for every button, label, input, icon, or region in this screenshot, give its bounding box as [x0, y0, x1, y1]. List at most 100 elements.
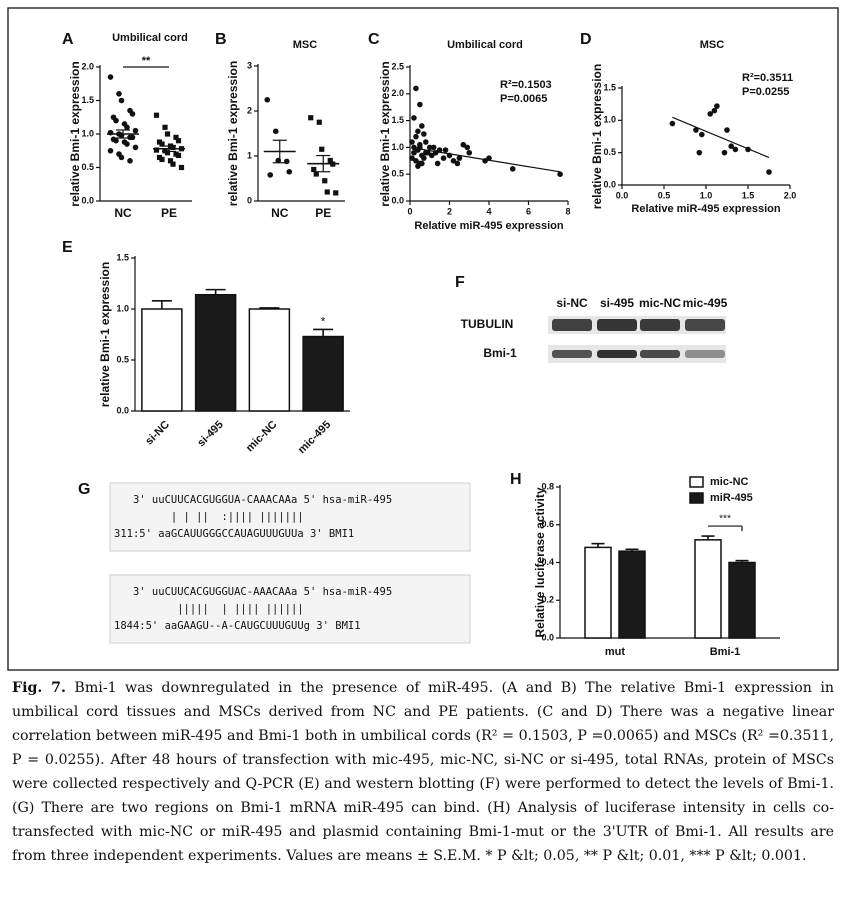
- blot-band: [552, 350, 592, 358]
- y-tick-label: 1.0: [116, 303, 129, 313]
- panel-title: MSC: [293, 39, 318, 51]
- y-tick-label: 0.0: [541, 632, 554, 642]
- data-point: [699, 131, 705, 138]
- data-point: [264, 96, 271, 103]
- data-point: [430, 144, 437, 151]
- significance-label: **: [142, 55, 151, 67]
- data-point: [175, 152, 182, 159]
- data-point: [118, 154, 125, 161]
- panel-title: Umbilical cord: [447, 39, 523, 51]
- bar: [302, 335, 344, 412]
- y-axis-label: relative Bmi-1 expression: [226, 61, 240, 206]
- lane-label: mic-495: [683, 296, 728, 310]
- data-point: [162, 124, 168, 130]
- data-point: [466, 149, 473, 156]
- data-point: [333, 190, 339, 196]
- data-point: [411, 144, 417, 151]
- y-tick-label: 0.5: [603, 147, 616, 157]
- x-tick-label: 0.5: [658, 190, 671, 200]
- data-point: [415, 128, 421, 135]
- data-point: [423, 139, 429, 145]
- data-point: [428, 152, 435, 159]
- significance-label: ***: [719, 514, 731, 525]
- y-tick-label: 0.6: [541, 519, 554, 529]
- x-tick-label: 2: [447, 206, 452, 216]
- data-point: [113, 117, 119, 124]
- data-point: [557, 171, 563, 177]
- data-point: [421, 131, 427, 137]
- panel-label: H: [510, 471, 522, 488]
- data-point: [440, 155, 447, 161]
- data-point: [153, 147, 160, 153]
- alignment-line: 311:5' aaGCAUUGGGCCAUAGUUUGUUa 3' BMI1: [114, 528, 354, 540]
- data-point: [159, 156, 165, 163]
- x-tick-label: 1.5: [742, 190, 755, 200]
- data-point: [308, 115, 314, 121]
- data-point: [113, 137, 119, 144]
- data-point: [129, 134, 136, 141]
- panel-title: MSC: [700, 39, 725, 51]
- data-point: [450, 158, 457, 164]
- data-point: [283, 158, 290, 165]
- data-point: [417, 141, 423, 148]
- stat-annotation: R²=0.3511: [742, 72, 793, 84]
- data-point: [728, 143, 734, 149]
- y-tick-label: 1.5: [603, 82, 616, 92]
- y-tick-label: 1.5: [391, 115, 404, 125]
- y-tick-label: 1.0: [391, 142, 404, 152]
- stat-annotation: P=0.0255: [742, 86, 789, 98]
- data-point: [411, 149, 417, 156]
- x-tick-label: 1.0: [700, 190, 713, 200]
- alignment-line: ||||| | |||| ||||||: [114, 603, 304, 615]
- x-tick-label: NC: [114, 206, 132, 220]
- y-axis-label: Relative luciferase activity: [533, 487, 547, 637]
- data-point: [170, 144, 176, 150]
- y-tick-label: 2.0: [81, 61, 94, 71]
- data-point: [164, 131, 171, 137]
- y-tick-label: 2.5: [391, 61, 404, 71]
- data-point: [411, 115, 417, 121]
- data-point: [696, 149, 703, 156]
- data-point: [421, 155, 427, 161]
- data-point: [311, 166, 317, 173]
- data-point: [313, 171, 319, 177]
- data-point: [124, 141, 130, 147]
- x-tick-label: 2.0: [784, 190, 797, 200]
- fit-line: [672, 116, 770, 159]
- x-tick-label: 8: [565, 206, 570, 216]
- data-point: [413, 133, 419, 140]
- data-point: [175, 138, 182, 144]
- alignment-line: | | || :|||| |||||||: [114, 511, 304, 523]
- data-point: [327, 157, 333, 164]
- data-point: [118, 97, 125, 104]
- y-tick-label: 1.0: [81, 128, 94, 138]
- data-point: [442, 147, 449, 153]
- x-axis-label: Relative miR-495 expression: [414, 220, 563, 232]
- panel-label: E: [62, 239, 73, 256]
- data-point: [153, 112, 160, 118]
- data-point: [159, 141, 165, 147]
- x-tick-label: 0.0: [616, 190, 629, 200]
- data-point: [711, 107, 718, 114]
- y-tick-label: 0.2: [541, 595, 554, 605]
- panel-label: B: [215, 31, 227, 48]
- data-point: [409, 139, 415, 145]
- alignment-line: 3' uuCUUCACGUGGUA-CAAACAAa 5' hsa-miR-49…: [114, 494, 392, 506]
- panel-title: Umbilical cord: [112, 32, 188, 44]
- x-tick-label: PE: [315, 206, 331, 220]
- data-point: [426, 144, 433, 151]
- caption-label: Fig. 7.: [12, 680, 66, 696]
- y-tick-label: 1.5: [116, 252, 129, 262]
- bar: [694, 539, 722, 639]
- data-point: [124, 124, 130, 131]
- row-label: Bmi-1: [483, 346, 517, 360]
- y-tick-label: 1: [247, 150, 252, 160]
- lane-label: si-NC: [556, 296, 588, 310]
- alignment-box: [109, 482, 471, 552]
- panel-label: F: [455, 274, 465, 291]
- x-tick-label: NC: [271, 206, 289, 220]
- y-tick-label: 0.8: [541, 481, 554, 491]
- data-point: [164, 150, 171, 156]
- data-point: [460, 141, 467, 148]
